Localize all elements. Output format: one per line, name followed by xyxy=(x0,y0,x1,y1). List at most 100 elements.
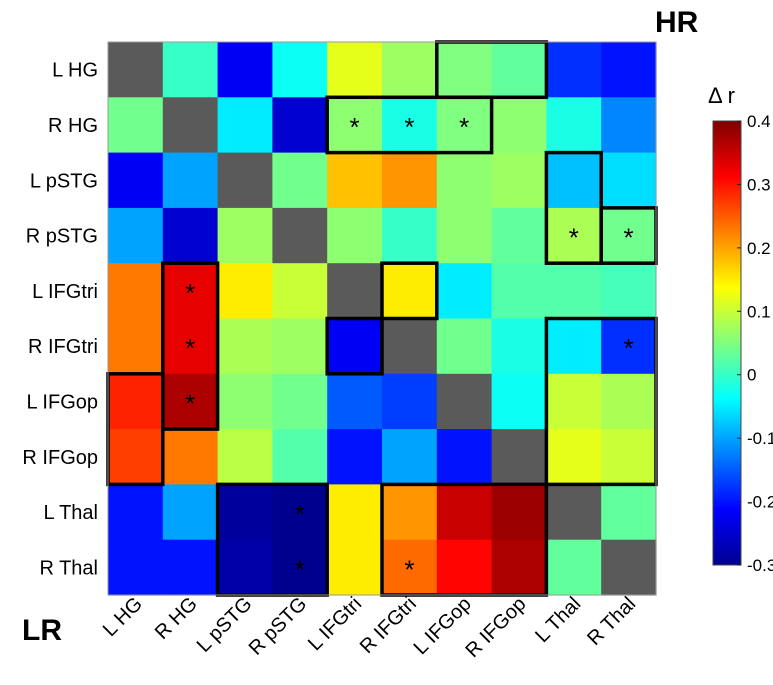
heatmap-cell xyxy=(601,207,657,264)
significance-star: * xyxy=(459,112,469,142)
heatmap-cell xyxy=(436,263,493,320)
heatmap-cell xyxy=(217,152,273,209)
heatmap-cell xyxy=(272,97,328,154)
heatmap-cell xyxy=(272,484,328,541)
significance-star: * xyxy=(404,554,414,584)
row-label: L IFGtri xyxy=(32,281,98,303)
heatmap-cell xyxy=(491,429,547,485)
significance-star: * xyxy=(185,278,195,308)
colorbar-tick-label: 0.3 xyxy=(747,175,771,194)
heatmap-cell xyxy=(272,318,328,375)
heatmap-cell xyxy=(601,97,657,154)
heatmap-cell xyxy=(601,152,657,209)
heatmap-cell xyxy=(546,429,602,485)
heatmap-cell xyxy=(491,152,547,209)
heatmap-cell xyxy=(382,207,438,264)
heatmap-cell xyxy=(382,152,438,209)
heatmap-cell xyxy=(546,207,602,264)
heatmap-cell xyxy=(601,373,657,430)
significance-outline xyxy=(325,95,494,155)
column-label: L IFGtri xyxy=(304,593,366,655)
heatmap-cell xyxy=(546,97,602,154)
significance-star: * xyxy=(350,112,360,142)
column-label: R IFGop xyxy=(462,593,531,662)
heatmap-cell xyxy=(436,484,493,541)
column-label: R IFGtri xyxy=(356,593,421,658)
colorbar: Δ r 0.4 0.3 0.2 0.1 0 -0.1 -0.2 -0.3 xyxy=(708,83,773,575)
heatmap-cell xyxy=(382,373,438,430)
column-label: R pSTG xyxy=(245,593,312,660)
heatmap-cell xyxy=(327,263,383,320)
heatmap-cell xyxy=(382,429,438,485)
colorbar-tick-label: -0.3 xyxy=(747,556,773,575)
row-labels: L HG R HG L pSTG R pSTG L IFGtri R IFGtri L IF… xyxy=(22,60,98,580)
column-label: R HG xyxy=(151,593,202,644)
heatmap-cell xyxy=(436,97,493,154)
heatmap-cell xyxy=(108,539,164,596)
colorbar-ticks: 0.4 0.3 0.2 0.1 0 -0.1 -0.2 -0.3 xyxy=(737,112,773,575)
heatmap-cell xyxy=(108,263,164,320)
heatmap-cell xyxy=(108,207,164,264)
heatmap-cell xyxy=(327,152,383,209)
heatmap-cell xyxy=(601,539,657,596)
heatmap-cell xyxy=(436,42,493,98)
heatmap-cell xyxy=(382,263,438,320)
heatmap-cell xyxy=(108,42,164,98)
heatmap-cell xyxy=(436,373,493,430)
colorbar-tick-label: 0.4 xyxy=(747,112,771,131)
heatmap-cell xyxy=(217,318,273,375)
heatmap-cell xyxy=(546,152,602,209)
row-label: L Thal xyxy=(44,502,98,524)
row-label: R IFGop xyxy=(22,447,98,469)
heatmap-cell xyxy=(491,42,547,98)
colorbar-tick-label: 0.1 xyxy=(747,302,771,321)
significance-star: * xyxy=(624,223,634,253)
heatmap-cell xyxy=(162,152,219,209)
heatmap-cell xyxy=(327,373,383,430)
column-label: L HG xyxy=(99,593,147,641)
heatmap-cell xyxy=(272,373,328,430)
heatmap-cell xyxy=(491,97,547,154)
heatmap-cell xyxy=(382,318,438,375)
significance-star: * xyxy=(569,223,579,253)
significance-star: * xyxy=(295,554,305,584)
heatmap-cell xyxy=(162,318,219,375)
heatmap-cell xyxy=(601,42,657,98)
heatmap-cell xyxy=(546,373,602,430)
heatmap-cell xyxy=(217,484,273,541)
colorbar-title: Δ r xyxy=(708,83,735,108)
heatmap-cell xyxy=(108,152,164,209)
heatmap-cell xyxy=(491,539,547,596)
heatmap-cell xyxy=(601,318,657,375)
heatmap-cell xyxy=(272,429,328,485)
significance-star: * xyxy=(624,333,634,363)
heatmap-cell xyxy=(382,42,438,98)
heatmap-cell xyxy=(162,42,219,98)
column-label: L Thal xyxy=(531,593,585,647)
heatmap-cell xyxy=(546,484,602,541)
heatmap-cell xyxy=(491,373,547,430)
heatmap-cell xyxy=(162,207,219,264)
row-label: R pSTG xyxy=(26,226,98,248)
heatmap-cell xyxy=(162,484,219,541)
significance-outline xyxy=(380,261,439,321)
heatmap-cell xyxy=(327,318,383,375)
heatmap-cell xyxy=(327,97,383,154)
heatmap-cell xyxy=(436,207,493,264)
heatmap-cell xyxy=(272,263,328,320)
heatmap-cell xyxy=(327,484,383,541)
heatmap-cell xyxy=(436,539,493,596)
heatmap-cell xyxy=(327,42,383,98)
heatmap-cell xyxy=(327,539,383,596)
row-label: L HG xyxy=(52,60,98,82)
heatmap-cell xyxy=(546,318,602,375)
heatmap-cell xyxy=(327,207,383,264)
heatmap-cell xyxy=(162,373,219,430)
significance-markers: * * * * * * * * * * * * xyxy=(185,112,634,584)
significance-star: * xyxy=(185,333,195,363)
row-label: L IFGop xyxy=(26,391,98,413)
heatmap-cell xyxy=(217,429,273,485)
heatmap-cell xyxy=(327,429,383,485)
